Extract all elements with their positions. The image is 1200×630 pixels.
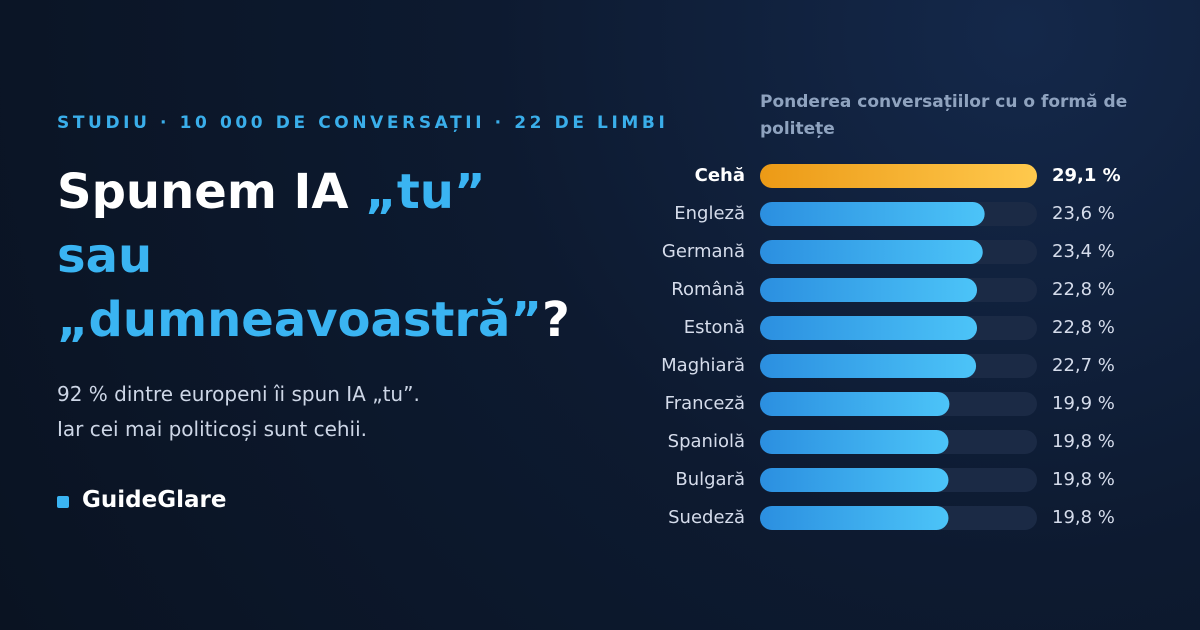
category-label: Cehă <box>695 165 745 186</box>
chart-title: Ponderea conversațiilor cu o formă de po… <box>760 92 1128 139</box>
category-label: Suedeză <box>668 507 745 528</box>
bar <box>760 354 977 378</box>
value-label: 22,7 % <box>1052 355 1115 376</box>
category-label: Maghiară <box>661 355 745 376</box>
headline-accent: sau <box>57 228 153 284</box>
bar <box>760 202 985 226</box>
bar <box>760 164 1037 188</box>
category-label: Estonă <box>684 317 745 338</box>
category-label: Engleză <box>674 203 745 224</box>
headline-text: ? <box>542 292 570 348</box>
value-label: 23,4 % <box>1052 241 1115 262</box>
bar <box>760 468 949 492</box>
category-label: Română <box>671 279 745 300</box>
brand-icon <box>57 496 69 508</box>
brand: GuideGlare <box>82 487 227 513</box>
headline-accent: „dumneavoastră” <box>57 292 542 348</box>
category-label: Germană <box>662 241 745 262</box>
value-label: 22,8 % <box>1052 279 1115 300</box>
value-label: 23,6 % <box>1052 203 1115 224</box>
bar <box>760 240 983 264</box>
value-label: 22,8 % <box>1052 317 1115 338</box>
bar <box>760 278 978 302</box>
value-label: 19,8 % <box>1052 507 1115 528</box>
kicker: STUDIU · 10 000 DE CONVERSAȚII · 22 DE L… <box>57 113 669 133</box>
value-label: 19,8 % <box>1052 469 1115 490</box>
subtitle: 92 % dintre europeni îi spun IA „tu”. Ia… <box>57 377 420 447</box>
category-label: Bulgară <box>675 469 745 490</box>
value-label: 19,8 % <box>1052 431 1115 452</box>
bar <box>760 392 950 416</box>
headline-text: Spunem IA <box>57 164 366 220</box>
subtitle-line: 92 % dintre europeni îi spun IA „tu”. <box>57 382 420 406</box>
value-label: 29,1 % <box>1052 165 1121 186</box>
category-label: Spaniolă <box>668 431 745 452</box>
category-label: Franceză <box>665 393 745 414</box>
subtitle-line: Iar cei mai politicoși sunt cehii. <box>57 417 368 441</box>
bar <box>760 316 978 340</box>
headline-accent: „tu” <box>365 164 486 220</box>
bar <box>760 506 949 530</box>
bar <box>760 430 949 454</box>
value-label: 19,9 % <box>1052 393 1115 414</box>
headline: Spunem IA „tu” sau „dumneavoastră”? <box>57 160 570 352</box>
